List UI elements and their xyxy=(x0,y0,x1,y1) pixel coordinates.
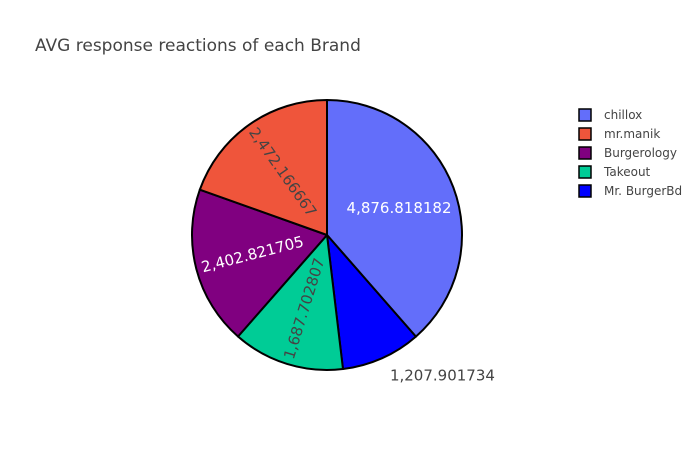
legend-label-burgerology[interactable]: Burgerology xyxy=(604,146,677,160)
pie-slice-chillox[interactable] xyxy=(326,99,463,338)
pie-slice-takeout[interactable] xyxy=(237,234,344,371)
legend-label-takeout[interactable]: Takeout xyxy=(603,165,651,179)
legend-label-mr-burgerbd[interactable]: Mr. BurgerBd xyxy=(604,184,682,198)
chart-title: AVG response reactions of each Brand xyxy=(35,36,361,56)
slice-value-label-mr-burgerbd: 1,207.901734 xyxy=(390,366,495,384)
slice-value-label-chillox: 4,876.818182 xyxy=(347,199,452,217)
legend-swatch-takeout[interactable] xyxy=(578,165,592,179)
pie-slice-burgerology[interactable] xyxy=(191,188,328,338)
legend-swatch-burgerology[interactable] xyxy=(578,146,592,160)
legend: chillox mr.manik Burgerology Takeout Mr. Bur… xyxy=(578,108,682,198)
pie-slice-mr-burgerbd[interactable] xyxy=(326,234,417,371)
legend-label-chillox[interactable]: chillox xyxy=(604,108,642,122)
pie-slices xyxy=(191,99,463,371)
legend-swatch-mr-manik[interactable] xyxy=(578,127,592,141)
legend-swatch-mr-burgerbd[interactable] xyxy=(578,184,592,198)
legend-swatch-chillox[interactable] xyxy=(578,108,592,122)
legend-label-mr-manik[interactable]: mr.manik xyxy=(604,127,660,141)
pie-slice-mr-manik[interactable] xyxy=(198,99,328,236)
